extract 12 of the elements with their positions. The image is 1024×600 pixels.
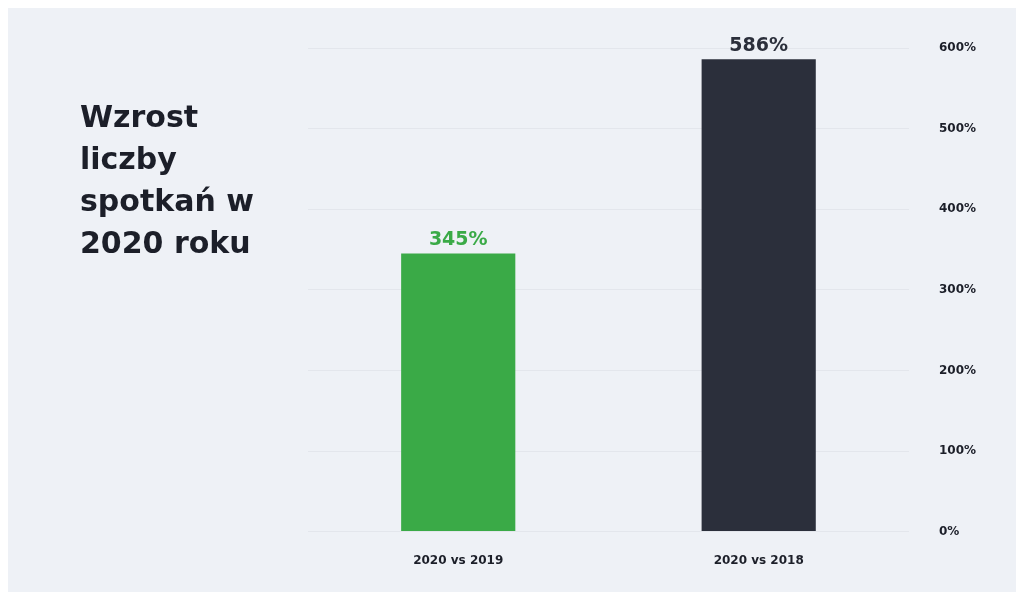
x-tick-label: 2020 vs 2019	[413, 552, 504, 567]
y-tick-label: 0%	[938, 523, 960, 538]
y-tick-label: 600%	[938, 40, 977, 55]
y-tick-label: 300%	[938, 281, 977, 296]
data-label: 586%	[729, 32, 789, 55]
y-tick-label: 100%	[938, 443, 977, 458]
data-label: 345%	[428, 226, 488, 249]
y-tick-label: 400%	[938, 201, 977, 216]
text: Wzrost liczby spotkań w 2020 roku	[80, 98, 255, 262]
y-tick-label: 200%	[938, 362, 977, 377]
y-tick-label: 500%	[938, 120, 977, 135]
x-tick-label: 2020 vs 2018	[713, 552, 804, 567]
